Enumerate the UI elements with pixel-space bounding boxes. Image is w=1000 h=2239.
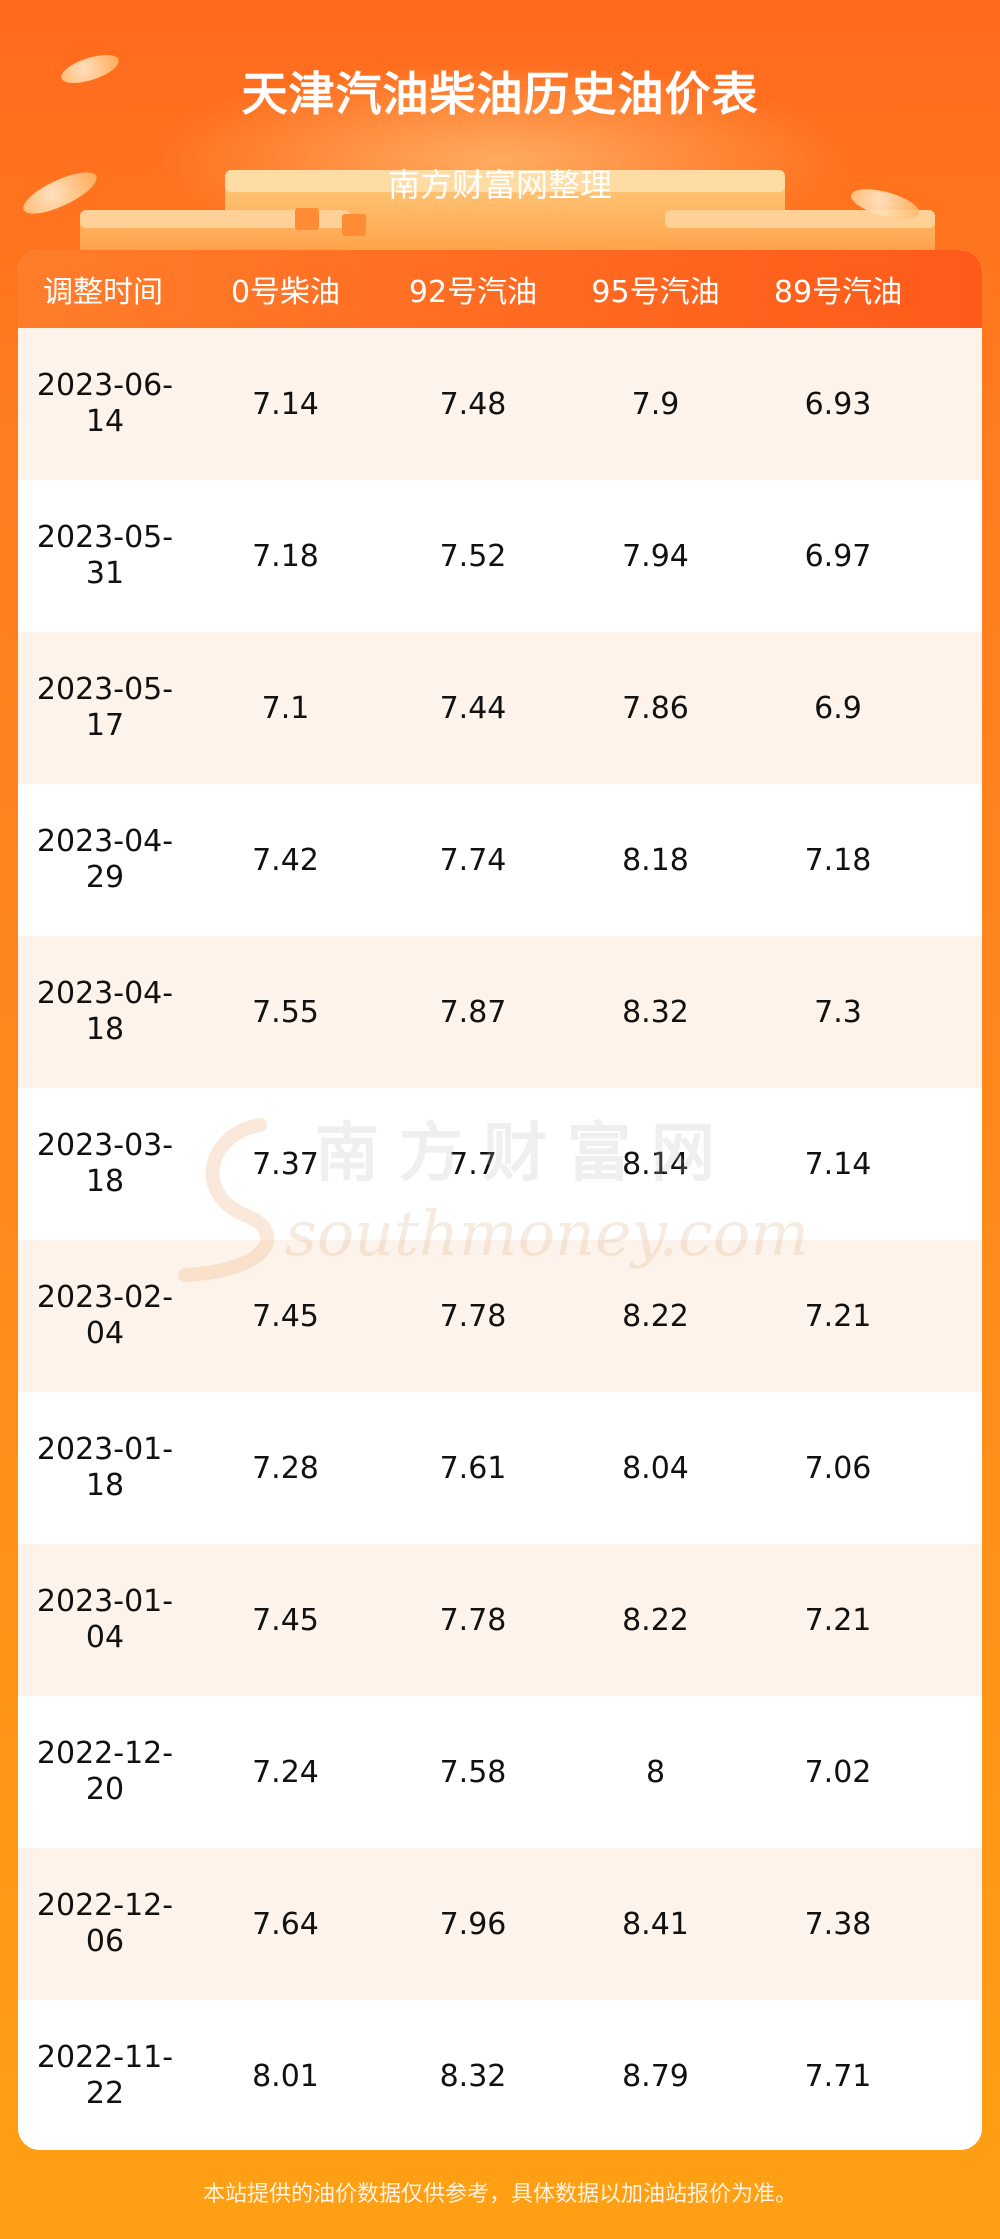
decor-cube (342, 214, 366, 236)
cell-diesel-0: 7.14 (252, 386, 319, 422)
cell-date: 2023-01-04 (36, 1584, 174, 1655)
cell-gas-89: 7.06 (804, 1450, 872, 1486)
cell-gas-89: 7.71 (804, 2058, 872, 2094)
cell-diesel-0: 7.45 (252, 1298, 319, 1334)
cell-date: 2023-06-14 (36, 368, 174, 439)
cell-gas-95: 8.79 (622, 2058, 689, 2094)
cell-gas-95: 7.86 (622, 690, 689, 726)
price-table: 调整时间 0号柴油 92号汽油 95号汽油 89号汽油 2023-06-14 7… (18, 250, 982, 2150)
cell-gas-89: 7.38 (804, 1906, 872, 1942)
table-row: 2023-01-04 7.45 7.78 8.22 7.21 (18, 1544, 982, 1696)
cell-gas-92: 7.52 (439, 538, 507, 574)
hero-banner (0, 0, 1000, 270)
table-row: 2022-11-22 8.01 8.32 8.79 7.71 (18, 2000, 982, 2150)
cell-diesel-0: 7.28 (252, 1450, 319, 1486)
cell-gas-95: 8.22 (622, 1602, 689, 1638)
table-row: 2023-03-18 7.37 7.7 8.14 7.14 (18, 1088, 982, 1240)
cell-gas-92: 7.74 (439, 842, 507, 878)
cell-gas-92: 7.44 (439, 690, 507, 726)
cell-gas-92: 7.58 (439, 1754, 507, 1790)
disclaimer-footer: 本站提供的油价数据仅供参考，具体数据以加油站报价为准。 (202, 2182, 797, 2207)
column-header-gas-89: 89号汽油 (773, 275, 903, 310)
cell-diesel-0: 7.1 (261, 690, 310, 726)
table-row: 2023-01-18 7.28 7.61 8.04 7.06 (18, 1392, 982, 1544)
podium-left-top (80, 210, 350, 228)
cell-gas-95: 7.9 (631, 386, 680, 422)
cell-date: 2023-05-31 (36, 520, 174, 591)
table-row: 2023-06-14 7.14 7.48 7.9 6.93 (18, 328, 982, 480)
cell-gas-92: 8.32 (439, 2058, 507, 2094)
cell-diesel-0: 7.64 (252, 1906, 319, 1942)
cell-date: 2023-01-18 (36, 1432, 174, 1503)
table-row: 2023-04-29 7.42 7.74 8.18 7.18 (18, 784, 982, 936)
cell-gas-92: 7.96 (439, 1906, 507, 1942)
cell-gas-89: 6.97 (804, 538, 872, 574)
cell-gas-89: 7.21 (804, 1298, 872, 1334)
column-header-diesel-0: 0号柴油 (230, 275, 341, 310)
cell-diesel-0: 8.01 (252, 2058, 319, 2094)
cell-gas-89: 7.21 (804, 1602, 872, 1638)
cell-diesel-0: 7.42 (252, 842, 319, 878)
cell-gas-89: 7.18 (804, 842, 872, 878)
table-row: 2023-05-31 7.18 7.52 7.94 6.97 (18, 480, 982, 632)
cell-gas-95: 7.94 (622, 538, 689, 574)
column-header-date: 调整时间 (43, 275, 163, 310)
cell-gas-95: 8.04 (622, 1450, 689, 1486)
cell-date: 2023-02-04 (36, 1280, 174, 1351)
cell-gas-95: 8.41 (622, 1906, 689, 1942)
table-row: 2023-05-17 7.1 7.44 7.86 6.9 (18, 632, 982, 784)
page-title: 天津汽油柴油历史油价表 (241, 67, 759, 121)
cell-diesel-0: 7.45 (252, 1602, 319, 1638)
cell-date: 2022-12-06 (36, 1888, 174, 1959)
cell-date: 2022-11-22 (36, 2040, 174, 2111)
cell-date: 2023-04-29 (36, 824, 174, 895)
cell-date: 2023-03-18 (36, 1128, 174, 1199)
cell-diesel-0: 7.55 (252, 994, 319, 1030)
table-row: 2023-04-18 7.55 7.87 8.32 7.3 (18, 936, 982, 1088)
table-row: 2022-12-06 7.64 7.96 8.41 7.38 (18, 1848, 982, 2000)
podium-center-top (225, 170, 785, 192)
cell-gas-89: 7.02 (804, 1754, 872, 1790)
page-subtitle: 南方财富网整理 (387, 166, 612, 204)
table-header: 调整时间 0号柴油 92号汽油 95号汽油 89号汽油 (18, 250, 982, 328)
decor-cube (295, 208, 319, 230)
cell-gas-92: 7.87 (439, 994, 507, 1030)
cell-diesel-0: 7.24 (252, 1754, 319, 1790)
cell-date: 2023-04-18 (36, 976, 174, 1047)
column-header-gas-95: 95号汽油 (591, 275, 720, 310)
cell-date: 2023-05-17 (36, 672, 174, 743)
cell-gas-95: 8.14 (622, 1146, 689, 1182)
cell-gas-92: 7.61 (439, 1450, 507, 1486)
cell-gas-92: 7.7 (449, 1146, 497, 1182)
cell-gas-89: 6.9 (814, 690, 862, 726)
table-row: 2022-12-20 7.24 7.58 8 7.02 (18, 1696, 982, 1848)
column-header-gas-92: 92号汽油 (408, 275, 538, 310)
cell-gas-89: 7.3 (814, 994, 862, 1030)
cell-gas-92: 7.78 (439, 1602, 507, 1638)
podium-right-top (665, 210, 935, 228)
cell-gas-95: 8.32 (622, 994, 689, 1030)
cell-gas-89: 7.14 (804, 1146, 872, 1182)
table-row: 2023-02-04 7.45 7.78 8.22 7.21 (18, 1240, 982, 1392)
cell-date: 2022-12-20 (36, 1736, 174, 1807)
cell-gas-92: 7.48 (439, 386, 507, 422)
cell-gas-92: 7.78 (439, 1298, 507, 1334)
cell-diesel-0: 7.37 (252, 1146, 319, 1182)
cell-gas-89: 6.93 (804, 386, 872, 422)
cell-gas-95: 8.22 (622, 1298, 689, 1334)
cell-gas-95: 8.18 (622, 842, 689, 878)
cell-gas-95: 8 (645, 1754, 666, 1790)
cell-diesel-0: 7.18 (252, 538, 319, 574)
